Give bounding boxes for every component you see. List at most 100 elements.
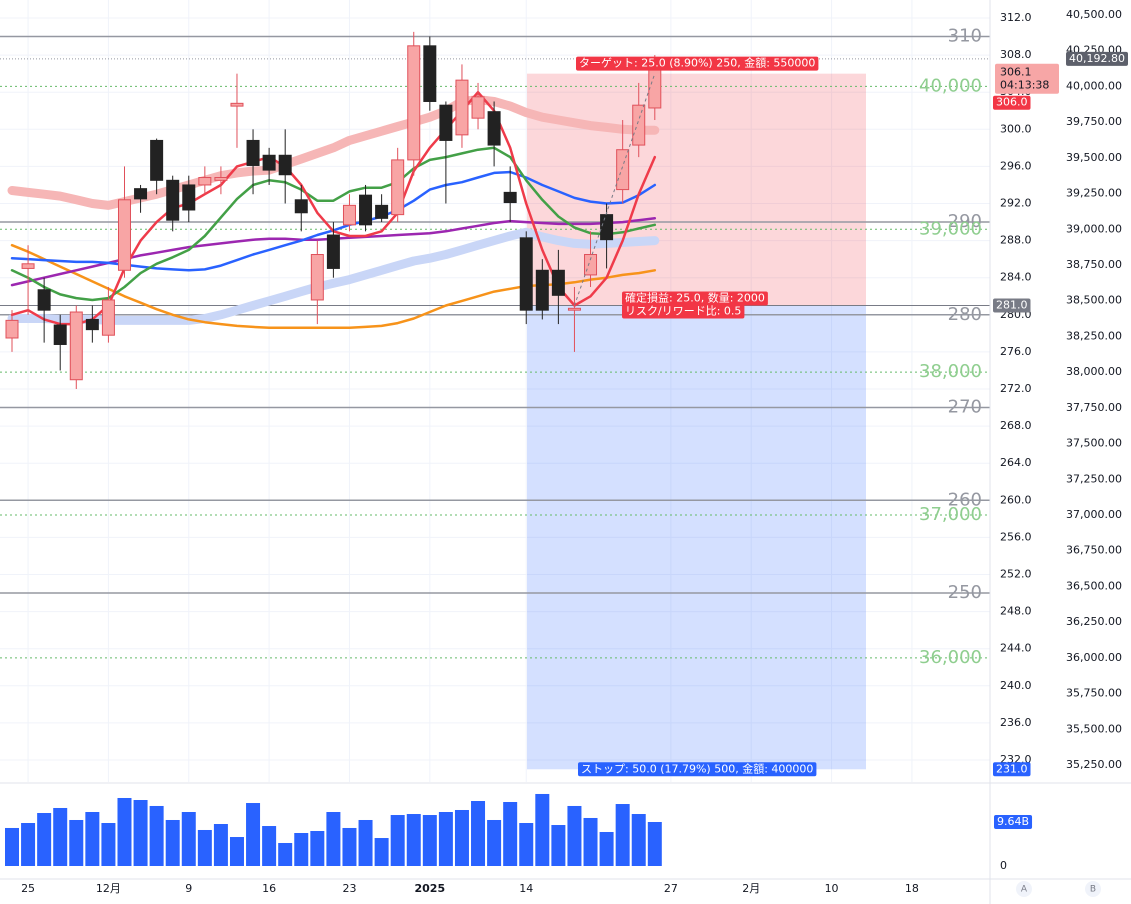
target-label: ターゲット: 25.0 (8.90%) 250, 金額: 550000 [579,56,815,70]
volume-bar [454,809,469,866]
price-level-label: 270 [948,397,982,418]
candle-body [487,111,501,146]
y2-tick-label: 38,000.00 [1066,365,1122,378]
candle-body [150,139,164,181]
x-tick-label: 16 [262,882,276,895]
volume-bar [85,812,100,866]
price-level-label: 290 [948,211,982,232]
axes: 09.64B312.0308.0304.0300.0296.0292.0288.… [21,8,1128,897]
candle-body [616,149,630,191]
volume-bar [551,825,566,866]
y2-tick-label: 38,250.00 [1066,329,1122,342]
indicator-line [7,227,660,325]
candle-body [182,184,196,211]
volume-bar [294,833,309,866]
candle-body [503,191,517,204]
y2-tick-label: 36,750.00 [1066,544,1122,557]
volume-bar [647,822,662,866]
y-tick-label: 252.0 [1000,568,1032,581]
scale-button[interactable] [1016,881,1032,897]
scale-button-label[interactable]: B [1090,885,1096,895]
volume-bar [390,815,405,866]
y2-tick-label: 40,500.00 [1066,8,1122,21]
index-level-label: 36,000 [919,647,982,668]
indicator-line [10,146,657,302]
candle-body [37,289,51,311]
volume-bar [487,819,502,866]
y2-tick-label: 39,250.00 [1066,187,1122,200]
volume-badge: 9.64B [997,815,1029,828]
y2-tick-label: 39,000.00 [1066,222,1122,235]
volume-bar [5,827,19,866]
volume-bar [503,802,518,866]
volume-bar [181,812,196,866]
y-tick-label: 300.0 [1000,122,1032,135]
y2-tick-label: 38,750.00 [1066,258,1122,271]
volume-bar [583,817,598,866]
volume-bar [342,827,357,866]
stop-zone [527,305,866,770]
volume-badge-bg [994,815,1033,829]
y2-tick-label: 36,000.00 [1066,651,1122,664]
candle-body [166,179,180,221]
candle-body [134,188,148,200]
y2-tick-label: 39,750.00 [1066,115,1122,128]
entry-badge-bg [993,298,1031,313]
y-tick-label: 288.0 [1000,234,1032,247]
candle-body [535,269,549,311]
x-tick-label: 10 [825,882,839,895]
y2-tick-label: 40,000.00 [1066,79,1122,92]
scale-button-label[interactable]: A [1021,885,1028,895]
candle-body [5,319,19,339]
x-tick-label: 14 [519,882,533,895]
candle-body [101,299,115,336]
x-tick-label: 18 [905,882,919,895]
y2-tick-label: 36,500.00 [1066,579,1122,592]
candle-body [342,204,356,226]
volume-bar [422,815,437,866]
volume-bar [117,797,132,866]
x-tick-label: 2月 [742,882,760,895]
y2-tick-label: 37,500.00 [1066,437,1122,450]
index-level-label: 38,000 [919,361,982,382]
y2-tick-label: 37,000.00 [1066,508,1122,521]
entry-badge: 281.0 [996,299,1028,312]
volume-bar [246,803,261,866]
volume-bar [631,814,646,866]
y-tick-label: 236.0 [1000,716,1032,729]
candle-body [423,45,437,102]
position-path [573,73,656,306]
volume-bar [326,812,341,866]
price-level-label: 310 [948,26,982,47]
volume-bar [53,807,68,866]
volume-bar [69,819,84,866]
candle-body [648,67,662,109]
candle-body [262,154,276,171]
last-price-bg [995,63,1059,94]
volume-bar [471,801,486,866]
y2-tick-label: 35,250.00 [1066,758,1122,771]
y-tick-label: 292.0 [1000,197,1032,210]
volume-bar [278,842,293,866]
volume-bar [567,805,582,866]
volume-bar [21,823,36,866]
y-tick-label: 244.0 [1000,642,1032,655]
candle-body [567,307,581,311]
candle-body [551,269,565,296]
scale-button[interactable] [1085,881,1101,897]
volume-bar [599,831,614,866]
stop-label-bg [578,762,817,777]
volume-bar [165,819,180,866]
candle-body [310,254,324,301]
volume-bar [438,812,453,866]
y-tick-label: 272.0 [1000,382,1032,395]
target-badge-bg [993,95,1031,110]
y-tick-label: 256.0 [1000,530,1032,543]
stop-label: ストップ: 50.0 (17.79%) 500, 金額: 400000 [581,761,813,775]
candle-body [69,311,83,381]
pnl-label: 確定損益: 25.0, 数量: 2000 [625,291,765,305]
index-level-label: 39,000 [919,218,982,239]
index-last-badge: 40,192.80 [1069,52,1125,65]
candle-body [117,199,131,271]
